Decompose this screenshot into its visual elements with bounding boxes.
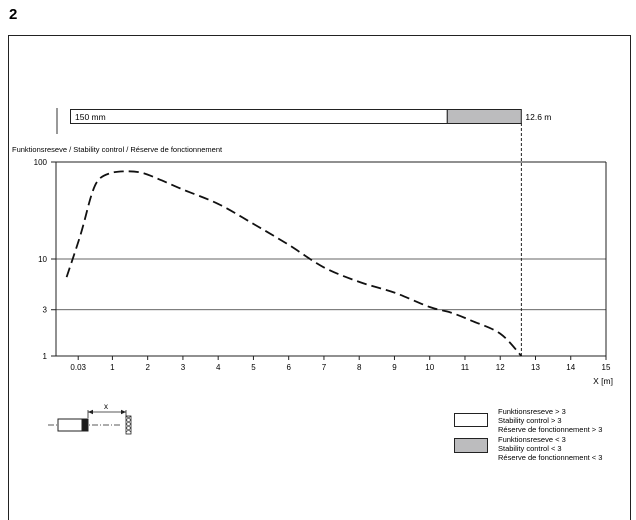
legend-line: Réserve de fonctionnement < 3 — [498, 453, 602, 462]
x-tick-label: 5 — [251, 363, 256, 372]
x-tick-label: 1 — [110, 363, 115, 372]
legend-item-above-3: Funktionsreseve > 3 Stability control > … — [454, 407, 602, 434]
legend-swatch — [454, 413, 488, 427]
legend-swatch — [454, 438, 488, 453]
legend-line: Stability control < 3 — [498, 444, 562, 453]
x-tick-label: 9 — [392, 363, 397, 372]
x-axis-label: X [m] — [593, 376, 613, 386]
legend-line: Réserve de fonctionnement > 3 — [498, 425, 602, 434]
sensor-diagram: x — [48, 402, 132, 435]
y-tick-label: 100 — [34, 158, 48, 167]
y-tick-label: 1 — [43, 352, 48, 361]
series-line — [65, 170, 523, 357]
target-object — [125, 415, 132, 435]
y-ticks: 1 3 10 100 — [34, 158, 56, 361]
x-tick-label: 11 — [461, 363, 470, 372]
x-tick-label: 14 — [566, 363, 575, 372]
range-bar-white-segment — [70, 109, 448, 124]
range-end-label: 12.6 m — [525, 112, 551, 122]
legend-line: Funktionsreseve < 3 — [498, 435, 566, 444]
target-hatching — [125, 415, 132, 433]
x-tick-label: 6 — [286, 363, 291, 372]
figure-number: 2 — [9, 6, 18, 23]
legend-item-below-3: Funktionsreseve < 3 Stability control < … — [454, 435, 602, 462]
x-tick-label: 3 — [181, 363, 186, 372]
x-tick-label: 8 — [357, 363, 362, 372]
range-bar-gray-segment — [446, 109, 522, 124]
reference-lines — [56, 258, 606, 311]
range-start-label: 150 mm — [75, 112, 106, 122]
distance-label: x — [104, 402, 108, 411]
x-tick-label: 15 — [602, 363, 611, 372]
sensor-body — [57, 418, 83, 432]
chart-title: Funktionsreseve / Stability control / Ré… — [12, 145, 223, 154]
x-tick-label: 7 — [322, 363, 327, 372]
x-tick-label: 10 — [425, 363, 434, 372]
y-tick-label: 3 — [43, 306, 48, 315]
legend-line: Stability control > 3 — [498, 416, 562, 425]
legend: Funktionsreseve > 3 Stability control > … — [454, 407, 602, 462]
range-bar: 150 mm 12.6 m — [56, 108, 551, 134]
sensor-lens — [81, 418, 89, 432]
x-tick-label: 12 — [496, 363, 505, 372]
x-tick-label: 4 — [216, 363, 221, 372]
x-tick-label: 0.03 — [70, 363, 86, 372]
x-ticks: 0.03 1 2 3 4 5 6 7 8 9 10 11 12 13 14 15 — [70, 356, 611, 372]
legend-line: Funktionsreseve > 3 — [498, 407, 566, 416]
figure-frame — [8, 35, 631, 520]
x-tick-label: 2 — [145, 363, 150, 372]
y-tick-label: 10 — [38, 255, 47, 264]
x-tick-label: 13 — [531, 363, 540, 372]
